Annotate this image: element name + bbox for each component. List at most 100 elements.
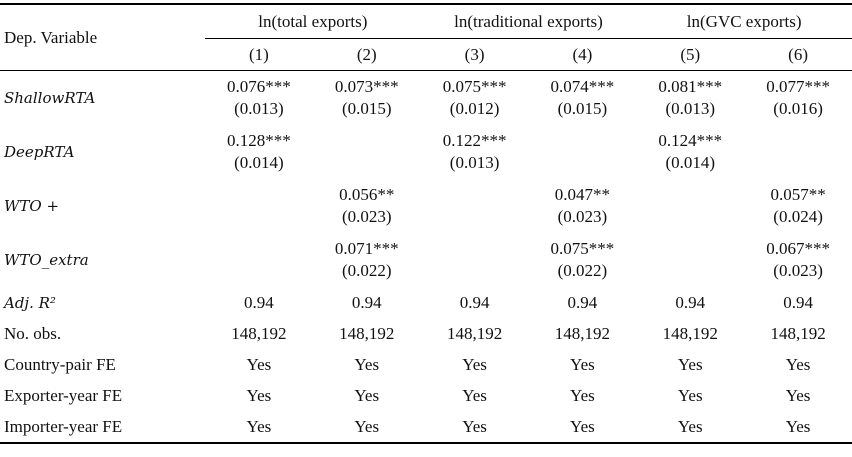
coefficient-cell (421, 179, 529, 233)
stat-value: 148,192 (554, 323, 611, 343)
column-header: (3) (420, 38, 529, 71)
stat-value: Yes (677, 385, 703, 405)
header-row-groups: Dep. Variable ln(total exports) ln(tradi… (0, 3, 852, 71)
coefficient: 0.124*** (658, 131, 723, 150)
coefficient-cell (528, 125, 636, 179)
stat-value: 0.94 (783, 292, 813, 312)
stat-value: Yes (677, 354, 703, 374)
coefficient: 0.073*** (334, 77, 399, 96)
stat-value: Yes (246, 385, 272, 405)
coefficient: 0.075*** (550, 239, 615, 258)
column-header: (1) (205, 38, 313, 71)
standard-error: (0.013) (665, 99, 716, 118)
standard-error: (0.014) (234, 153, 284, 172)
stat-label: Exporter-year FE (4, 385, 123, 405)
standard-error: (0.012) (449, 99, 500, 118)
coefficient: 0.076*** (227, 77, 291, 96)
standard-error: (0.015) (341, 99, 392, 118)
coefficient-cell (744, 125, 852, 179)
column-header: (6) (744, 38, 852, 71)
coefficient-row: ShallowRTA 0.076*** (0.013) 0.073*** (0.015)… (0, 71, 852, 126)
stat-value: Yes (462, 385, 487, 405)
stat-value: Yes (462, 354, 487, 374)
standard-error: (0.016) (773, 99, 823, 118)
stat-value: Yes (570, 354, 595, 374)
stat-value: Yes (744, 411, 852, 444)
variable-label: DeepRTA (4, 143, 75, 161)
variable-label: WTO + (4, 197, 60, 215)
dep-variable-label: Dep. Variable (0, 3, 205, 71)
group-header-total: ln(total exports) (205, 3, 421, 39)
stat-label: Adj. R² (4, 293, 56, 312)
column-header: (4) (528, 38, 637, 71)
standard-error: (0.022) (557, 261, 608, 280)
coefficient: 0.081*** (658, 77, 723, 96)
coefficient-cell (636, 179, 744, 233)
stat-value: Yes (354, 385, 380, 405)
stat-value: Yes (420, 411, 529, 444)
coefficient: 0.122*** (442, 131, 507, 150)
stat-value: 0.94 (244, 292, 274, 312)
group-header-gvc: ln(GVC exports) (636, 3, 852, 39)
coefficient-cell (205, 233, 313, 287)
group-header-traditional: ln(traditional exports) (420, 3, 637, 39)
stat-row: No. obs. 148,192 148,192 148,192 148,192 148,… (0, 318, 852, 349)
stat-value: Yes (785, 385, 811, 405)
stat-value: 148,192 (662, 323, 718, 343)
column-header: (2) (312, 38, 421, 71)
coefficient-cell: 0.076*** (0.013) (205, 71, 313, 126)
stat-value: Yes (570, 385, 595, 405)
stat-value: Yes (354, 354, 380, 374)
stat-label: No. obs. (4, 323, 62, 343)
standard-error: (0.013) (449, 153, 500, 172)
stat-value: 0.94 (567, 292, 598, 312)
coefficient-cell: 0.056** (0.023) (313, 179, 421, 233)
standard-error: (0.023) (773, 261, 823, 280)
stat-value: Yes (528, 411, 637, 444)
coefficient-row: WTO + 0.056** (0.023) 0.047** (0.023) 0.057**… (0, 179, 852, 233)
coefficient: 0.057** (770, 185, 826, 204)
stat-value: Yes (246, 354, 272, 374)
coefficient-cell: 0.057** (0.024) (744, 179, 852, 233)
stat-value: Yes (636, 411, 745, 444)
coefficient-cell: 0.081*** (0.013) (636, 71, 744, 126)
coefficient-row: WTO_extra 0.071*** (0.022) 0.075*** (0.022) 0… (0, 233, 852, 287)
coefficient: 0.047** (554, 185, 611, 204)
stat-row: Importer-year FE Yes Yes Yes Yes Yes Yes (0, 411, 852, 444)
standard-error: (0.014) (665, 153, 716, 172)
coefficient-cell: 0.128*** (0.014) (205, 125, 313, 179)
variable-label: ShallowRTA (4, 89, 96, 107)
coefficient-cell: 0.074*** (0.015) (528, 71, 636, 126)
stat-value: 0.94 (675, 292, 706, 312)
standard-error: (0.013) (234, 99, 284, 118)
variable-label: WTO_extra (4, 251, 89, 269)
stat-value: Yes (205, 411, 313, 444)
coefficient: 0.075*** (442, 77, 507, 96)
standard-error: (0.022) (341, 261, 392, 280)
standard-error: (0.023) (341, 207, 392, 226)
coefficient: 0.056** (339, 185, 395, 204)
coefficient: 0.071*** (334, 239, 399, 258)
stat-value: 148,192 (339, 323, 395, 343)
stat-value: 0.94 (351, 292, 382, 312)
coefficient-cell: 0.073*** (0.015) (313, 71, 421, 126)
header-row-columns: (1) (2) (3) (4) (5) (6) (0, 38, 852, 71)
stat-row: Adj. R² 0.94 0.94 0.94 0.94 0.94 0.94 (0, 287, 852, 318)
stat-row: Country-pair FE Yes Yes Yes Yes Yes Yes (0, 349, 852, 380)
coefficient: 0.074*** (550, 77, 615, 96)
stat-value: 148,192 (446, 323, 503, 343)
coefficient-cell (205, 179, 313, 233)
coefficient-cell: 0.067*** (0.023) (744, 233, 852, 287)
coefficient-cell (421, 233, 529, 287)
stat-value: Yes (785, 354, 811, 374)
standard-error: (0.015) (557, 99, 608, 118)
coefficient-cell: 0.071*** (0.022) (313, 233, 421, 287)
stat-value: Yes (312, 411, 421, 444)
stat-value: 148,192 (231, 323, 287, 343)
coefficient-cell: 0.075*** (0.022) (528, 233, 636, 287)
stat-value: 148,192 (770, 323, 826, 343)
coefficient: 0.128*** (227, 131, 291, 150)
coefficient-cell: 0.047** (0.023) (528, 179, 636, 233)
stat-label: Country-pair FE (4, 354, 116, 374)
coefficient-cell: 0.077*** (0.016) (744, 71, 852, 126)
